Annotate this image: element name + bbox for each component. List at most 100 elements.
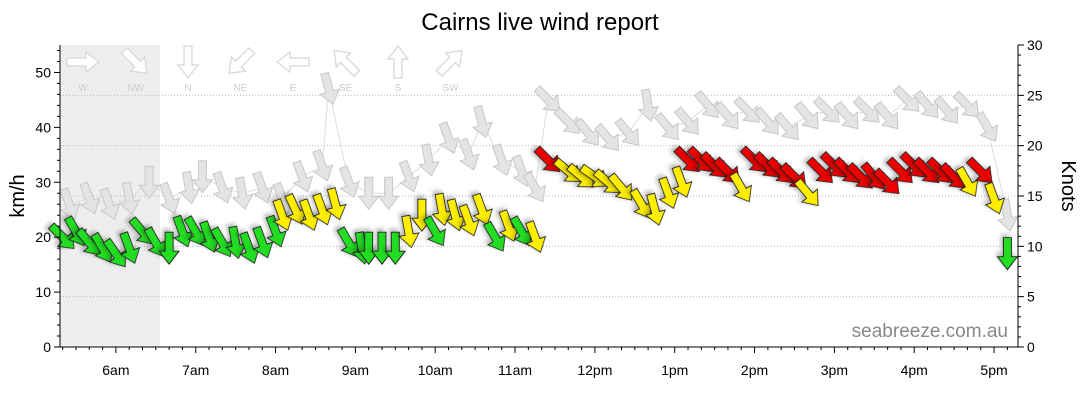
gust-arrow-shape xyxy=(522,171,546,203)
gust-arrow-shape xyxy=(59,187,81,221)
wind-arrow xyxy=(102,237,127,268)
wind-arrow xyxy=(996,237,1019,271)
direction-legend: W NW N NE E SE S SW xyxy=(66,44,463,94)
wind-arrow-shape xyxy=(265,214,287,248)
direction-legend-arrow-shape xyxy=(120,46,148,75)
y-right-tick-label: 15 xyxy=(1027,188,1043,204)
wind-arrow-shape xyxy=(872,167,900,195)
gust-arrow-shape xyxy=(654,111,679,141)
gust-arrow-shape xyxy=(212,170,234,204)
gust-arrow xyxy=(996,198,1019,232)
wind-series xyxy=(47,145,1019,271)
gust-arrow-shape xyxy=(79,181,101,215)
gust-arrow-shape xyxy=(357,176,380,211)
wind-arrow xyxy=(533,145,561,173)
gust-arrow xyxy=(292,159,314,193)
wind-arrow-shape xyxy=(423,215,446,247)
wind-arrow xyxy=(252,225,274,259)
wind-arrow-shape xyxy=(398,214,420,249)
gust-arrow xyxy=(693,89,719,119)
direction-legend-arrow-shape xyxy=(435,49,463,78)
gust-arrow xyxy=(793,100,819,130)
gust-arrow xyxy=(99,187,121,221)
gust-arrow-shape xyxy=(318,71,341,106)
gust-arrow-shape xyxy=(873,100,899,130)
gust-arrow xyxy=(252,170,274,204)
wind-arrow xyxy=(525,220,547,253)
y-left-tick-label: 10 xyxy=(35,284,51,300)
wind-arrow-shape xyxy=(996,237,1019,271)
gust-arrow xyxy=(212,170,234,204)
chart-title: Cairns live wind report xyxy=(421,9,659,36)
gust-arrow-shape xyxy=(292,159,314,193)
gust-arrow-shape xyxy=(975,110,999,142)
gust-arrow xyxy=(471,104,494,139)
x-tick-label: 8am xyxy=(262,362,289,378)
gust-series xyxy=(59,71,1019,232)
wind-arrow xyxy=(384,231,407,265)
wind-arrow xyxy=(984,181,1006,215)
gust-arrow xyxy=(118,181,141,216)
gust-arrow xyxy=(231,176,254,210)
gust-arrow-shape xyxy=(594,122,620,152)
gust-arrow-shape xyxy=(491,143,513,177)
direction-legend-arrow xyxy=(120,46,148,75)
wind-arrow-shape xyxy=(102,237,127,268)
wind-arrow xyxy=(965,156,993,184)
watermark: seabreeze.com.au xyxy=(852,321,1008,342)
gust-arrow-shape xyxy=(138,165,161,200)
gust-arrow xyxy=(713,100,739,130)
gust-arrow-shape xyxy=(118,181,141,216)
gust-arrow-shape xyxy=(637,88,660,122)
wind-arrow xyxy=(658,176,680,210)
y-right-tick-label: 25 xyxy=(1027,87,1043,103)
wind-arrow-shape xyxy=(525,220,547,253)
y-left-tick-label: 50 xyxy=(35,64,51,80)
direction-legend-arrow xyxy=(228,46,256,75)
direction-legend-arrow xyxy=(435,49,463,78)
direction-legend-arrow-shape xyxy=(228,46,256,75)
wind-arrow-shape xyxy=(658,176,680,210)
gust-arrow-shape xyxy=(99,187,121,221)
x-tick-label: 10am xyxy=(418,362,453,378)
gust-arrow xyxy=(398,159,420,193)
gust-arrow-shape xyxy=(996,198,1019,232)
direction-legend-arrow xyxy=(333,49,361,78)
gust-arrow-shape xyxy=(713,100,739,130)
wind-arrow xyxy=(325,187,347,221)
gust-arrow-shape xyxy=(231,176,254,210)
direction-legend-label: S xyxy=(395,83,402,94)
direction-legend-label: NW xyxy=(127,83,144,94)
x-tick-label: 12pm xyxy=(577,362,612,378)
direction-legend-label: W xyxy=(78,83,88,94)
gust-arrow-shape xyxy=(553,107,581,134)
wind-arrow xyxy=(458,203,480,237)
direction-legend-arrow xyxy=(275,50,310,74)
gust-arrow-shape xyxy=(178,170,201,205)
x-tick-label: 3pm xyxy=(821,362,848,378)
direction-legend-arrow-shape xyxy=(176,45,200,80)
x-tick-label: 4pm xyxy=(901,362,928,378)
direction-legend-arrow xyxy=(176,45,200,80)
gust-arrow xyxy=(318,71,341,106)
gust-arrow xyxy=(833,100,859,130)
direction-legend-arrow-shape xyxy=(275,50,310,74)
wind-arrow-shape xyxy=(458,203,480,237)
gust-arrow-shape xyxy=(833,100,859,130)
wind-arrow-shape xyxy=(965,156,993,184)
gust-arrow-shape xyxy=(471,104,494,139)
wind-arrow xyxy=(398,214,420,249)
wind-arrow-shape xyxy=(325,187,347,221)
wind-arrow-shape xyxy=(384,231,407,265)
gust-arrow-shape xyxy=(191,160,214,194)
y-left-title: km/h xyxy=(7,174,29,217)
wind-arrow xyxy=(47,222,75,250)
gust-arrow xyxy=(338,165,360,199)
gust-arrow-shape xyxy=(793,100,819,130)
wind-arrow xyxy=(793,177,819,207)
gust-arrow-shape xyxy=(252,170,274,204)
wind-arrow xyxy=(265,214,287,248)
x-tick-label: 1pm xyxy=(661,362,688,378)
